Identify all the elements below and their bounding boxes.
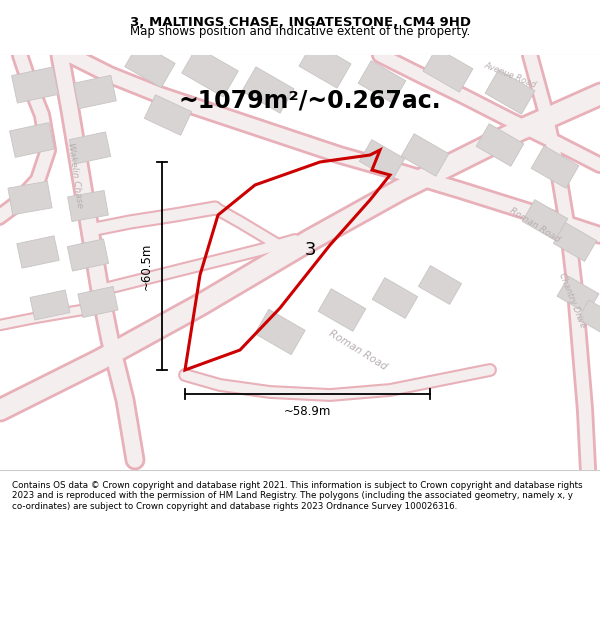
Bar	[553, 222, 596, 261]
Bar	[372, 278, 418, 318]
Text: ~1079m²/~0.267ac.: ~1079m²/~0.267ac.	[179, 88, 442, 112]
Text: Contains OS data © Crown copyright and database right 2021. This information is : Contains OS data © Crown copyright and d…	[12, 481, 583, 511]
Bar	[255, 309, 305, 354]
Text: 3, MALTINGS CHASE, INGATESTONE, CM4 9HD: 3, MALTINGS CHASE, INGATESTONE, CM4 9HD	[130, 16, 470, 29]
Text: Map shows position and indicative extent of the property.: Map shows position and indicative extent…	[130, 26, 470, 39]
Bar	[125, 42, 175, 88]
Bar	[299, 42, 351, 88]
Bar	[145, 95, 191, 135]
Bar	[17, 236, 59, 268]
Bar	[359, 139, 405, 181]
Bar	[30, 290, 70, 320]
Bar	[522, 199, 568, 241]
Bar	[485, 70, 535, 114]
Bar	[531, 146, 579, 188]
Bar	[68, 191, 109, 221]
Bar	[318, 289, 366, 331]
Bar	[578, 300, 600, 336]
Bar	[74, 76, 116, 109]
Bar	[401, 134, 449, 176]
Text: Roman Road: Roman Road	[508, 206, 562, 244]
Text: ~60.5m: ~60.5m	[140, 242, 153, 290]
Bar	[423, 48, 473, 92]
Bar	[8, 181, 52, 215]
Bar	[10, 122, 55, 158]
Text: Roman Road: Roman Road	[327, 328, 389, 372]
Bar	[11, 67, 58, 103]
Bar	[78, 286, 118, 318]
Text: Avenue Road: Avenue Road	[482, 61, 538, 89]
Bar	[476, 124, 524, 166]
Bar	[67, 239, 109, 271]
Bar	[358, 61, 406, 103]
Bar	[242, 67, 294, 113]
Bar	[182, 47, 238, 97]
Text: Chantry Drive: Chantry Drive	[557, 271, 587, 329]
Text: 3: 3	[304, 241, 316, 259]
Bar	[70, 132, 110, 164]
Bar	[418, 266, 461, 304]
Text: ~58.9m: ~58.9m	[284, 405, 331, 418]
Bar	[557, 276, 599, 314]
Text: Wakelin Chase: Wakelin Chase	[66, 142, 84, 208]
